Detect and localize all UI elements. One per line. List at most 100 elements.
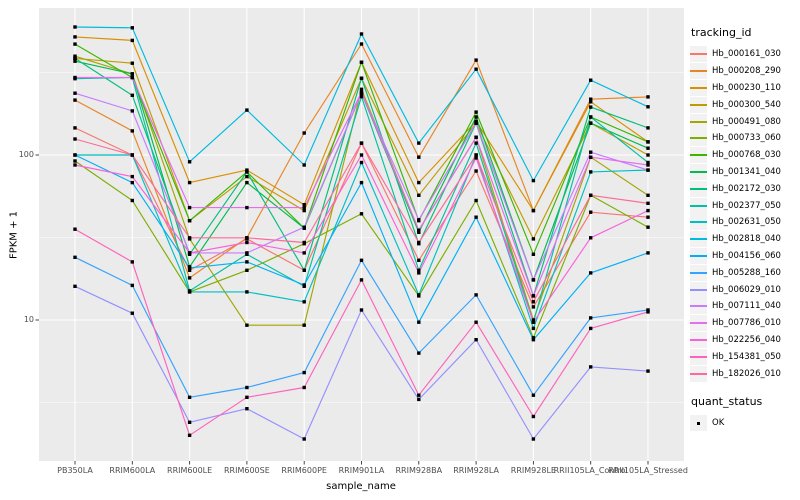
data-point <box>589 100 593 104</box>
data-point <box>646 163 650 167</box>
data-point <box>417 397 421 402</box>
data-point <box>417 351 421 355</box>
x-tick-label: RRIM901LA <box>338 466 385 475</box>
data-point <box>531 336 536 340</box>
data-point <box>417 258 421 262</box>
data-point <box>73 35 77 39</box>
legend-item: Hb_002818_040 <box>690 231 800 248</box>
x-tick-label: RRIM600PE <box>281 466 327 475</box>
legend: tracking_id Hb_000161_030 Hb_000208_290 Hb… <box>690 26 800 432</box>
y-tick-label: 10 <box>23 315 34 324</box>
data-point <box>646 168 650 172</box>
legend-key <box>690 79 707 96</box>
legend-key-line-icon <box>690 70 707 73</box>
legend-item-label: Hb_006029_010 <box>712 284 781 295</box>
x-axis-title: sample_name <box>326 481 396 492</box>
data-point <box>531 252 536 256</box>
data-point <box>474 110 478 114</box>
data-point <box>245 108 249 112</box>
data-point <box>302 203 306 207</box>
data-point <box>73 163 77 167</box>
data-point <box>245 236 249 240</box>
data-point <box>73 284 77 288</box>
x-tick-label: RRII105LA_Control <box>553 466 628 475</box>
data-point <box>359 153 364 157</box>
legend-key <box>690 281 707 298</box>
data-point <box>531 326 536 331</box>
legend-key <box>690 46 707 63</box>
x-tick-label: RRIM928LA <box>453 466 499 475</box>
data-point <box>417 320 421 324</box>
data-point <box>130 153 134 157</box>
data-point <box>245 323 249 327</box>
legend-item-label: Hb_007786_010 <box>712 318 781 329</box>
data-point <box>474 121 478 125</box>
square-point-icon <box>696 421 701 426</box>
data-point <box>187 205 192 210</box>
data-point <box>245 385 249 390</box>
data-point <box>474 67 478 71</box>
data-point <box>417 271 421 275</box>
legend-item: Hb_182026_010 <box>690 365 800 382</box>
data-point <box>359 60 364 64</box>
data-point <box>245 170 249 174</box>
legend-key-line-icon <box>690 254 707 257</box>
data-point <box>589 193 593 197</box>
data-point <box>589 316 593 320</box>
y-tick-label: 100 <box>18 150 34 159</box>
data-point <box>359 32 364 36</box>
data-point <box>245 290 249 294</box>
legend-key-line-icon <box>690 372 707 375</box>
legend-key <box>690 130 707 147</box>
data-point <box>359 42 364 46</box>
data-point <box>531 414 536 419</box>
legend-item: Hb_002172_030 <box>690 180 800 197</box>
data-point <box>359 160 364 165</box>
data-point <box>474 320 478 324</box>
legend-key <box>690 180 707 197</box>
legend-key <box>690 147 707 164</box>
legend-key <box>690 298 707 315</box>
legend-key-line-icon <box>690 271 707 274</box>
data-point <box>187 420 192 424</box>
data-point <box>417 228 421 232</box>
data-point <box>130 311 134 315</box>
data-point <box>589 121 593 125</box>
data-point <box>474 215 478 219</box>
data-point <box>245 395 249 399</box>
data-point <box>73 227 77 231</box>
data-point <box>245 251 249 255</box>
legend-item-label: Hb_005288_160 <box>712 267 781 278</box>
data-point <box>531 320 536 324</box>
data-point <box>130 283 134 288</box>
data-point <box>531 393 536 397</box>
data-point <box>130 129 134 133</box>
data-point <box>302 205 306 210</box>
legend-item: Hb_000161_030 <box>690 46 800 63</box>
data-point <box>531 178 536 183</box>
data-point <box>646 160 650 165</box>
data-point <box>359 308 364 312</box>
legend-item-label: Hb_002631_050 <box>712 217 781 228</box>
legend-item-label: Hb_002172_030 <box>712 183 781 194</box>
data-point <box>130 61 134 65</box>
data-point <box>646 193 650 197</box>
legend-item-ok: OK <box>690 415 800 432</box>
data-point <box>589 210 593 214</box>
data-point <box>474 293 478 297</box>
data-point <box>531 300 536 304</box>
data-point <box>359 76 364 80</box>
data-point <box>474 169 478 173</box>
data-point <box>359 94 364 99</box>
legend-key-line-icon <box>690 338 707 341</box>
quant-status-legend-key <box>690 415 707 432</box>
data-point <box>646 251 650 255</box>
data-point <box>474 135 478 139</box>
legend-key <box>690 264 707 281</box>
data-point <box>531 208 536 213</box>
legend-key-line-icon <box>690 221 707 224</box>
data-point <box>73 159 77 163</box>
legend-title-tracking-id: tracking_id <box>691 26 752 39</box>
